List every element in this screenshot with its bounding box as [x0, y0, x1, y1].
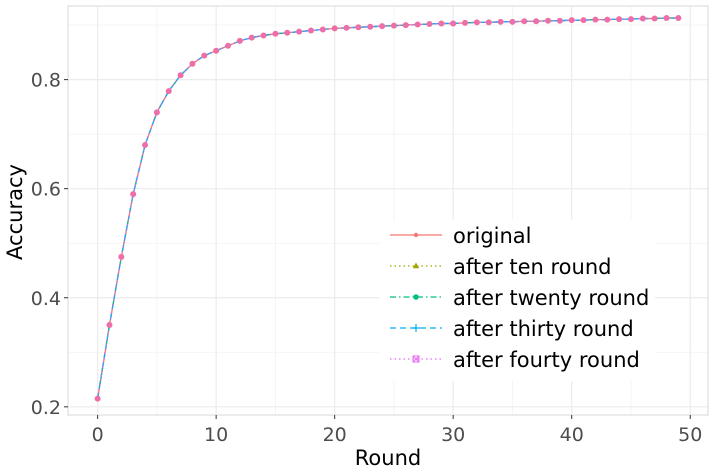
x-tick-label: 10: [204, 424, 228, 446]
data-point: [639, 15, 646, 22]
data-point: [236, 37, 243, 44]
legend-key-marker: [412, 262, 420, 269]
data-point: [556, 17, 563, 24]
data-point: [189, 60, 196, 67]
data-point: [106, 322, 113, 329]
data-point: [414, 21, 421, 28]
data-point: [260, 32, 267, 39]
legend: original after ten round after twenty roun…: [380, 220, 655, 381]
data-point: [355, 24, 362, 31]
data-point: [272, 30, 279, 37]
data-point: [130, 191, 137, 198]
data-point: [248, 34, 255, 41]
data-point: [545, 17, 551, 24]
data-point: [592, 16, 599, 23]
y-tick-label: 0.2: [31, 397, 61, 419]
data-point: [450, 20, 457, 27]
data-point: [94, 395, 101, 402]
x-tick-label: 30: [441, 424, 465, 446]
data-point: [177, 72, 184, 79]
data-point: [319, 26, 326, 33]
legend-key-marker: [413, 294, 419, 300]
legend-background: [380, 220, 655, 381]
data-point: [462, 19, 469, 26]
data-point: [296, 28, 303, 35]
data-point: [225, 42, 231, 49]
data-point: [142, 142, 149, 149]
plot-panel-border: [67, 5, 709, 416]
data-point: [213, 47, 220, 54]
data-point: [651, 15, 658, 22]
y-axis-ticks: 0.2 0.4 0.6 0.8: [31, 70, 68, 419]
x-tick-label: 0: [92, 424, 104, 446]
legend-key-marker: [412, 355, 420, 363]
data-point: [201, 52, 208, 59]
y-axis-title: Accuracy: [3, 164, 27, 260]
data-point: [627, 16, 634, 23]
data-point: [343, 24, 350, 31]
data-point: [509, 18, 516, 25]
data-point: [153, 109, 160, 116]
data-point: [521, 18, 528, 25]
data-point: [663, 14, 670, 21]
data-point: [367, 23, 374, 30]
data-point: [485, 19, 492, 26]
series-layer: [94, 14, 682, 402]
data-point: [165, 88, 172, 95]
x-tick-label: 20: [323, 424, 347, 446]
x-axis-title: Round: [355, 446, 421, 470]
legend-key-marker: [413, 232, 419, 238]
data-point: [568, 17, 575, 24]
data-point: [390, 22, 397, 29]
data-point: [580, 17, 587, 24]
data-point: [307, 27, 314, 34]
data-point: [402, 22, 409, 29]
data-point: [331, 25, 338, 32]
y-tick-label: 0.6: [31, 179, 61, 201]
y-tick-label: 0.4: [31, 288, 61, 310]
data-point: [284, 29, 291, 36]
data-point: [438, 20, 445, 27]
data-point: [473, 19, 480, 26]
x-axis-ticks: 0 10 20 30 40 50: [92, 415, 702, 446]
data-point: [616, 16, 623, 23]
data-point: [426, 20, 433, 27]
x-tick-label: 40: [560, 424, 584, 446]
y-tick-label: 0.8: [31, 70, 61, 92]
legend-key-marker: [412, 324, 420, 332]
data-point: [379, 23, 386, 30]
legend-label: after fourty round: [453, 348, 640, 372]
legend-label: after twenty round: [453, 286, 649, 310]
data-point: [675, 14, 682, 21]
legend-label: original: [453, 224, 532, 248]
data-point: [604, 16, 611, 23]
data-point: [497, 18, 504, 25]
legend-label: after thirty round: [453, 317, 634, 341]
data-point: [533, 18, 540, 25]
legend-label: after ten round: [453, 255, 611, 279]
x-tick-label: 50: [678, 424, 702, 446]
data-point: [118, 253, 125, 260]
